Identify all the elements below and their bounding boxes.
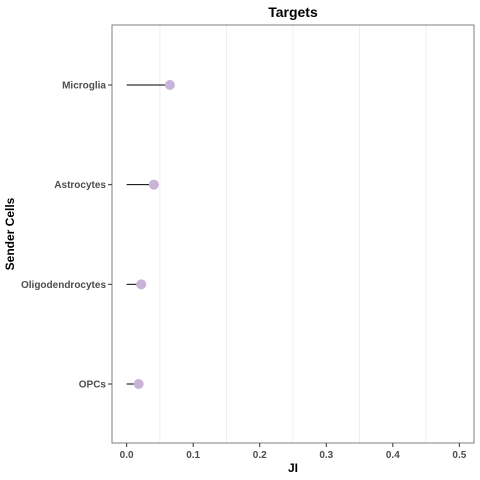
x-tick-label: 0.4 [386, 450, 400, 461]
plot-panel [111, 24, 475, 444]
lollipop-point [148, 179, 159, 190]
y-tick-label: OPCs [79, 380, 107, 391]
grid-lines [159, 25, 427, 443]
x-tick-label: 0.1 [186, 450, 200, 461]
x-tick-label: 0.5 [452, 450, 466, 461]
lollipop-point [164, 80, 175, 90]
y-axis: Microglia Astrocytes Oligodendrocytes OPCs [21, 81, 112, 391]
y-tick-label: Oligodendrocytes [21, 280, 106, 291]
chart-title: Targets [268, 4, 318, 20]
data-marks [126, 80, 175, 389]
x-tick-label: 0.0 [120, 450, 134, 461]
lollipop-point [133, 379, 144, 389]
x-axis-title: JI [288, 461, 298, 475]
y-tick-label: Microglia [62, 81, 106, 92]
y-tick-label: Astrocytes [54, 180, 106, 191]
y-axis-title: Sender Cells [3, 197, 17, 270]
x-axis: 0.0 0.1 0.2 0.3 0.4 0.5 [120, 443, 467, 461]
lollipop-point [136, 279, 147, 290]
x-tick-label: 0.3 [319, 450, 333, 461]
x-tick-label: 0.2 [253, 450, 267, 461]
